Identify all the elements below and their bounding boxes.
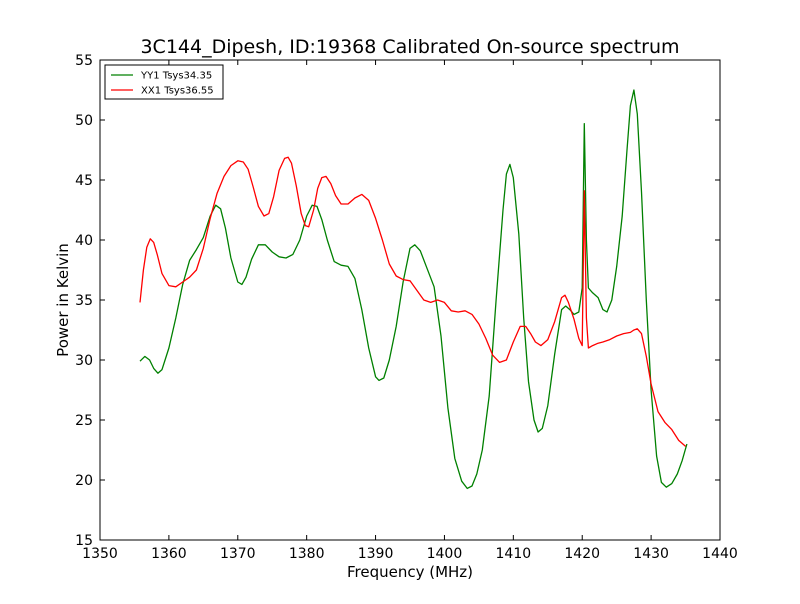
chart-title: 3C144_Dipesh, ID:19368 Calibrated On-sou… (140, 36, 679, 58)
y-axis-ticks: 15 20 25 30 35 40 45 50 55 (75, 53, 720, 549)
series-line-0 (139, 89, 688, 490)
legend-box (104, 64, 224, 100)
y-axis-label: Power in Kelvin (54, 243, 72, 357)
series-line-1 (139, 156, 687, 447)
y-tick-label: 45 (75, 173, 93, 189)
y-tick-label: 20 (75, 473, 93, 489)
x-tick-label: 1380 (289, 546, 325, 562)
x-tick-label: 1440 (702, 546, 738, 562)
y-tick-label: 55 (75, 53, 93, 69)
x-tick-label: 1430 (633, 546, 669, 562)
y-tick-label: 40 (75, 233, 93, 249)
x-axis-label: Frequency (MHz) (347, 563, 473, 581)
x-tick-label: 1350 (82, 546, 118, 562)
x-tick-label: 1360 (151, 546, 187, 562)
x-tick-label: 1420 (564, 546, 600, 562)
plot-lines (139, 89, 688, 490)
y-tick-label: 35 (75, 293, 93, 309)
y-tick-label: 50 (75, 113, 93, 129)
legend-label-0: YY1 Tsys34.35 (140, 71, 212, 82)
y-tick-label: 15 (75, 533, 93, 549)
legend-label-1: XX1 Tsys36.55 (141, 86, 214, 97)
legend: YY1 Tsys34.35 XX1 Tsys36.55 (104, 64, 224, 100)
x-tick-label: 1390 (358, 546, 394, 562)
x-tick-label: 1410 (496, 546, 532, 562)
y-tick-label: 25 (75, 413, 93, 429)
y-tick-label: 30 (75, 353, 93, 369)
plot-frame (99, 59, 721, 541)
x-axis-ticks: 1350 1360 1370 1380 1390 1400 1410 1420 1430 1440 (82, 60, 738, 562)
x-tick-label: 1400 (427, 546, 463, 562)
x-tick-label: 1370 (220, 546, 256, 562)
